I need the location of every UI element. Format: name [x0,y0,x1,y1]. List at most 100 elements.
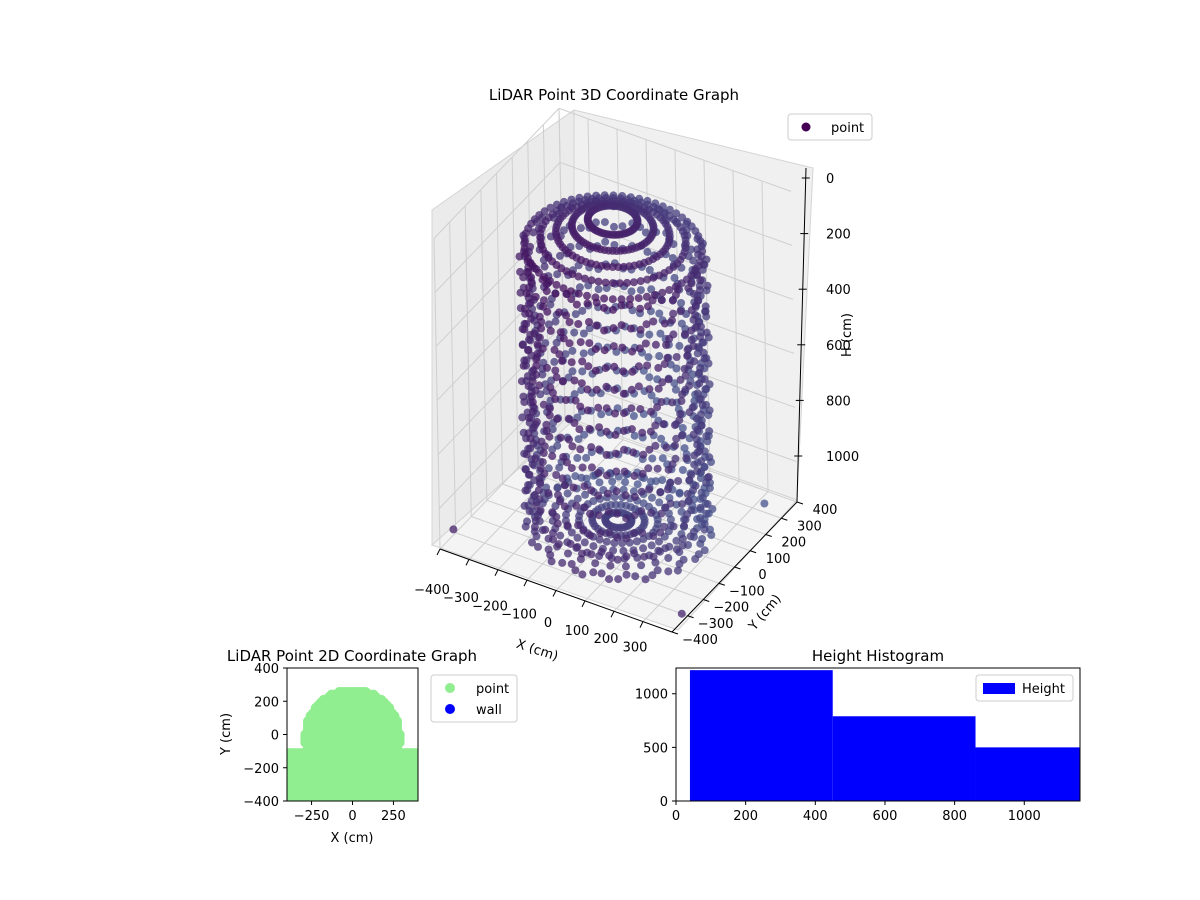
y-tick-mark-1 [687,615,694,619]
point-3d [676,409,685,418]
point-3d [689,430,698,439]
point-3d [553,414,562,423]
hist-bar-1 [832,716,976,801]
point-3d [589,243,598,252]
point-3d [689,342,698,350]
point-3d [654,546,663,555]
point-3d [595,511,603,520]
point-3d [654,384,663,393]
point-3d [622,570,631,579]
hist-bar-2 [975,747,1080,801]
point-3d [629,278,638,287]
point-3d [578,549,586,558]
point-3d [602,537,611,546]
point-3d [662,443,671,452]
point-3d [523,372,532,381]
point-3d [583,406,592,415]
point-3d [525,507,534,515]
point-3d [517,377,526,386]
point-3d [564,549,572,558]
point-3d [522,289,531,298]
point-3d [680,521,689,530]
legend-hist: Height [975,674,1074,702]
point-3d [622,534,631,543]
x-tick-label-1: −300 [443,591,479,606]
point-3d [552,373,561,382]
point-3d [551,366,560,375]
point-3d [672,209,681,218]
point-3d [641,339,650,348]
point-3d [597,569,606,578]
point-3d [525,413,533,422]
point-3d [639,544,648,553]
x-tick-mark-4 [552,590,557,597]
points-2d [287,686,418,801]
point-3d [567,358,576,367]
point-3d [555,497,564,506]
point-3d [700,525,709,534]
point-3d [601,237,610,246]
y-tick-mark-0 [671,631,679,635]
point-3d [672,536,681,545]
point-3d [578,357,587,366]
point-3d [555,350,564,359]
point-3d [595,445,603,454]
point-3d [647,285,656,294]
x-tick-label-2d-1: 0 [348,809,356,824]
point-3d [545,411,554,420]
point-3d [578,570,587,579]
point-3d [672,545,681,554]
z-tick-label-0: 0 [826,172,834,187]
x-tick-label-2: −200 [472,599,508,614]
point-3d [582,453,591,462]
point-3d [647,391,656,400]
point-3d [552,471,561,479]
point-3d [558,377,567,386]
point-3d [581,490,590,499]
point-3d [600,326,609,335]
point-3d [702,509,711,518]
point-3d [565,339,574,348]
point-3d [565,435,573,444]
point-3d [544,464,553,473]
point-3d [645,373,654,382]
point-3d [524,345,533,354]
point-3d [653,464,662,473]
point-3d [649,317,658,326]
point-3d [674,477,683,485]
point-3d [540,442,549,451]
point-3d [531,516,540,525]
point-3d [585,318,593,326]
point-3d [586,531,595,540]
x-tick-label-hist-0: 0 [672,809,680,824]
point-3d [638,529,647,537]
point-3d [550,357,559,366]
point-3d [681,515,690,524]
point-3d [520,501,529,510]
point-3d [556,328,565,337]
point-3d [623,278,631,287]
point-3d [666,515,675,524]
point-3d [540,273,549,282]
point-3d [643,275,652,284]
point-3d [690,451,699,460]
point-3d [549,528,557,537]
point-3d [704,473,713,481]
point-3d [528,538,536,547]
point-3d [571,566,580,575]
point-3d [532,417,541,426]
point-3d [637,487,646,496]
y-tick-label-4: 0 [758,568,766,583]
grid-line-z-4 [437,323,796,455]
point-3d [611,430,620,439]
point-3d [671,441,679,450]
point-3d [634,382,643,391]
point-3d [670,379,679,388]
point-3d [655,537,663,546]
x-tick-label-3: −100 [501,608,537,623]
point-3d [639,450,648,459]
point-3d [695,368,704,377]
point-3d [686,532,695,541]
point-3d [696,539,705,548]
point-3d [572,501,581,510]
